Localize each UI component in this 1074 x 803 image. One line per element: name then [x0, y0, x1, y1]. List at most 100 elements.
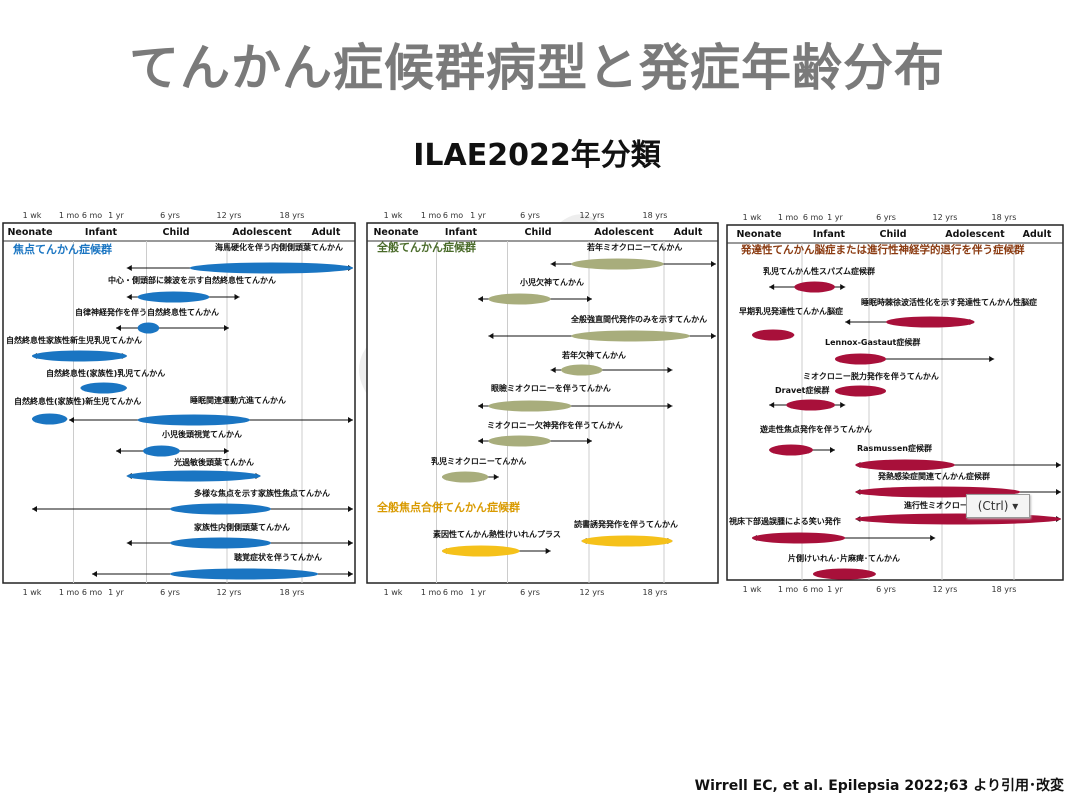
- typical-onset-ellipse: [137, 322, 160, 334]
- syndrome-label: 自然終息性(家族性)新生児てんかん: [14, 396, 141, 406]
- range-arrow-right: [348, 506, 353, 512]
- range-arrow-right: [830, 447, 835, 453]
- age-tick-top: 6 yrs: [160, 211, 180, 220]
- age-tick-top: 1 yr: [827, 213, 843, 222]
- typical-onset-ellipse: [170, 537, 271, 549]
- typical-onset-ellipse: [32, 413, 68, 425]
- age-tick-bottom: 6 mo: [443, 588, 463, 597]
- age-tick-top: 6 mo: [803, 213, 823, 222]
- syndrome-label: 自然終息性(家族性)乳児てんかん: [46, 368, 165, 378]
- syndrome-label: 視床下部過誤腫による笑い発作: [728, 516, 841, 526]
- range-arrow-left: [845, 319, 851, 325]
- range-arrow-right: [224, 448, 229, 454]
- age-group-label: Child: [162, 227, 189, 238]
- typical-onset-ellipse: [752, 329, 795, 341]
- syndrome-label: 発熱感染症関連てんかん症候群: [877, 471, 990, 481]
- syndrome-label: 小児欠神てんかん: [519, 277, 584, 287]
- typical-onset-ellipse: [488, 293, 551, 305]
- syndrome-label: 家族性内側側頭葉てんかん: [194, 522, 290, 532]
- typical-onset-ellipse: [886, 316, 975, 328]
- typical-onset-ellipse: [855, 459, 955, 471]
- typical-onset-ellipse: [571, 258, 664, 270]
- age-group-label: Adolescent: [232, 227, 292, 238]
- syndrome-label: ミオクロニー欠神発作を伴うてんかん: [487, 420, 623, 430]
- typical-onset-ellipse: [786, 399, 836, 411]
- syndrome-label: Dravet症候群: [775, 385, 829, 395]
- age-tick-bottom: 1 yr: [108, 588, 124, 597]
- typical-onset-ellipse: [835, 385, 886, 397]
- age-group-label: Adolescent: [945, 229, 1005, 240]
- age-tick-top: 1 yr: [108, 211, 124, 220]
- typical-onset-ellipse: [581, 535, 673, 547]
- age-group-label: Neonate: [373, 227, 418, 238]
- syndrome-label: 中心・側頭部に棘波を示す自然終息性てんかん: [108, 275, 276, 285]
- age-tick-bottom: 6 yrs: [160, 588, 180, 597]
- typical-onset-ellipse: [143, 445, 180, 457]
- age-tick-top: 6 yrs: [876, 213, 896, 222]
- syndrome-group-title: 全般てんかん症候群: [376, 240, 476, 254]
- range-arrow-right: [234, 294, 240, 300]
- typical-onset-ellipse: [813, 568, 876, 580]
- age-tick-top: 18 yrs: [280, 211, 305, 220]
- range-arrow-left: [69, 417, 74, 423]
- syndrome-label: 光過敏後頭葉てんかん: [173, 457, 254, 467]
- typical-onset-ellipse: [561, 364, 603, 376]
- syndrome-label: 小児後頭視覚てんかん: [161, 429, 242, 439]
- range-arrow-left: [126, 540, 132, 546]
- age-tick-top: 6 yrs: [520, 211, 540, 220]
- syndrome-label: 素因性てんかん熱性けいれんプラス: [433, 529, 561, 539]
- syndrome-label: 睡眠関連運動亢進てんかん: [190, 395, 286, 405]
- range-arrow-right: [348, 417, 353, 423]
- age-tick-bottom: 18 yrs: [280, 588, 305, 597]
- age-tick-bottom: 1 mo: [778, 585, 798, 594]
- syndrome-label: 眼瞼ミオクロニーを伴うてんかん: [491, 383, 611, 393]
- range-arrow-left: [488, 333, 494, 339]
- syndrome-label: 聴覚症状を伴うてんかん: [234, 552, 322, 562]
- age-tick-bottom: 1 yr: [470, 588, 486, 597]
- typical-onset-ellipse: [32, 350, 127, 362]
- age-tick-bottom: 1 mo: [59, 588, 79, 597]
- age-group-label: Infant: [85, 227, 118, 238]
- typical-onset-ellipse: [442, 545, 520, 557]
- range-arrow-right: [930, 535, 936, 541]
- syndrome-label: 乳児ミオクロニーてんかん: [431, 456, 526, 466]
- age-tick-top: 1 wk: [384, 211, 403, 220]
- typical-onset-ellipse: [189, 262, 353, 274]
- syndrome-label: 多様な焦点を示す家族性焦点てんかん: [194, 488, 330, 498]
- syndrome-label: 睡眠時棘徐波活性化を示す発達性てんかん性脳症: [861, 297, 1037, 307]
- paste-options-button[interactable]: (Ctrl) ▾: [966, 494, 1030, 518]
- range-arrow-left: [550, 261, 556, 267]
- age-tick-bottom: 1 wk: [384, 588, 403, 597]
- range-arrow-left: [769, 284, 775, 290]
- range-arrow-left: [126, 294, 132, 300]
- typical-onset-ellipse: [80, 382, 127, 394]
- range-arrow-right: [224, 325, 229, 331]
- syndrome-label: 進行性ミオクローヌスてんかん: [904, 500, 1016, 510]
- typical-onset-ellipse: [137, 291, 210, 303]
- citation: Wirrell EC, et al. Epilepsia 2022;63 より引…: [694, 778, 1064, 794]
- age-group-label: Adult: [674, 227, 703, 238]
- age-tick-top: 1 wk: [23, 211, 42, 220]
- range-arrow-left: [478, 403, 483, 409]
- age-tick-top: 18 yrs: [643, 211, 668, 220]
- range-arrow-right: [711, 333, 716, 339]
- range-arrow-right: [587, 438, 592, 444]
- range-arrow-left: [550, 367, 556, 373]
- syndrome-label: 海馬硬化を伴う内側側頭葉てんかん: [215, 242, 343, 252]
- syndrome-label: ミオクロニー脱力発作を伴うてんかん: [803, 371, 939, 381]
- age-tick-bottom: 1 wk: [743, 585, 762, 594]
- typical-onset-ellipse: [170, 503, 271, 515]
- typical-onset-ellipse: [170, 568, 319, 580]
- typical-onset-ellipse: [855, 513, 1061, 525]
- typical-onset-ellipse: [126, 470, 261, 482]
- age-tick-top: 18 yrs: [992, 213, 1017, 222]
- range-arrow-left: [116, 325, 121, 331]
- age-tick-bottom: 1 yr: [827, 585, 843, 594]
- age-tick-top: 12 yrs: [217, 211, 242, 220]
- panel-frame: [726, 224, 1064, 581]
- syndrome-label: 全般強直間代発作のみを示すてんかん: [570, 314, 707, 324]
- age-tick-bottom: 12 yrs: [217, 588, 242, 597]
- syndrome-label: 早期乳児発達性てんかん脳症: [739, 306, 843, 316]
- syndrome-label: 乳児てんかん性スパズム症候群: [763, 266, 875, 276]
- syndrome-label: 遊走性焦点発作を伴うてんかん: [760, 424, 872, 434]
